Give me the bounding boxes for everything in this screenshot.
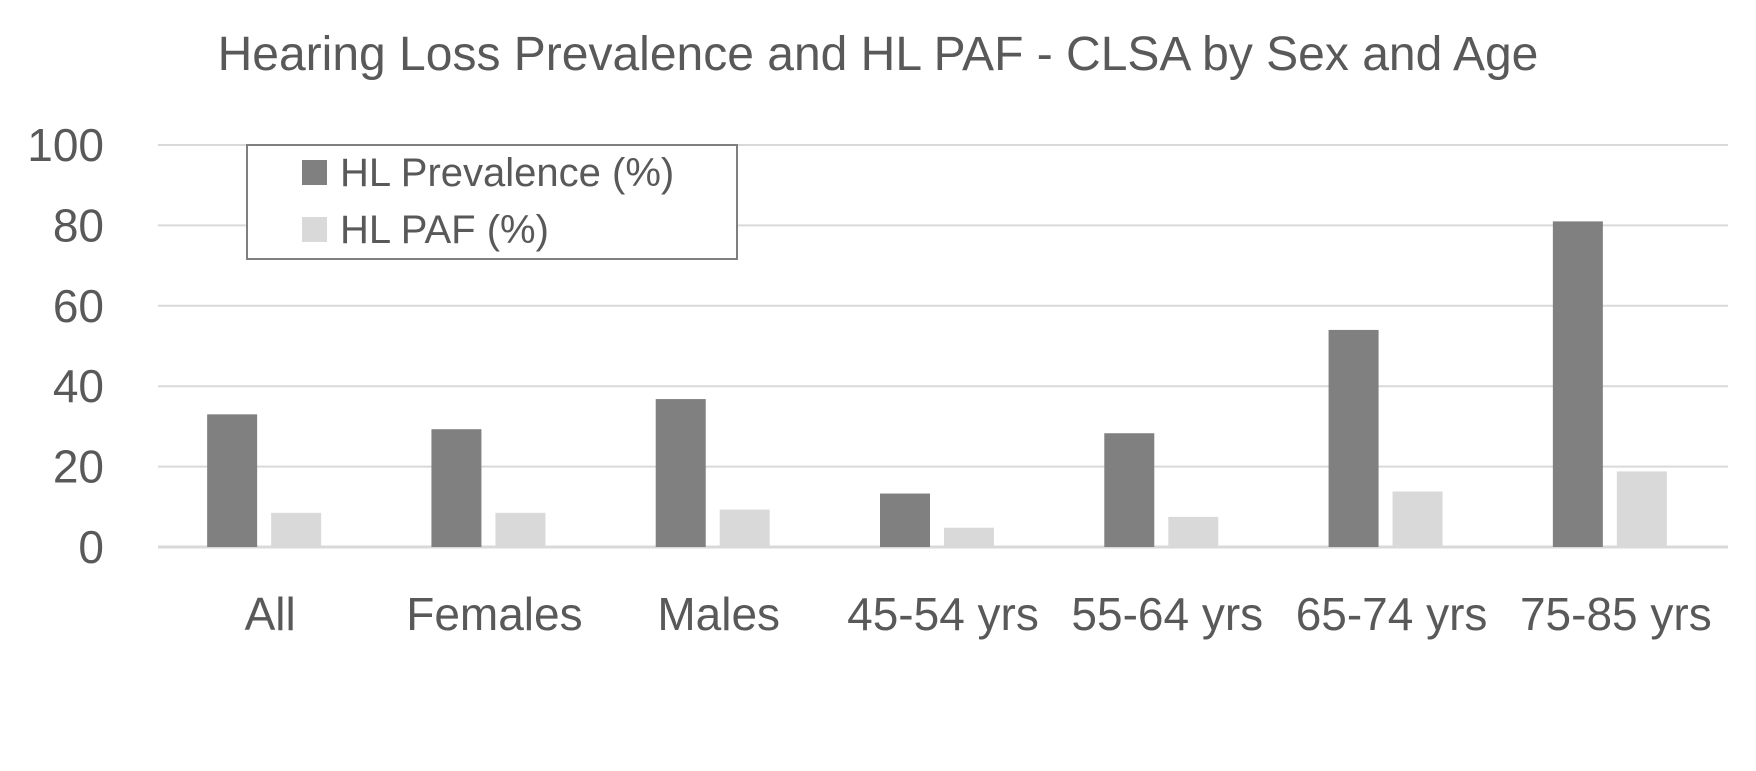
bar-hl-paf-3 <box>944 527 994 547</box>
legend-swatch-hl-prevalence <box>302 160 327 185</box>
bar-hl-paf-1 <box>495 512 546 547</box>
x-category-label: 75-85 yrs <box>1520 588 1712 640</box>
x-axis-categories: All Females Males 45-54 yrs 55-64 yrs 65-74 y… <box>245 588 1712 640</box>
bar-hl-prevalence-1 <box>431 429 482 547</box>
chart-title: Hearing Loss Prevalence and HL PAF - CLS… <box>218 28 1539 81</box>
x-category-label: Females <box>406 588 582 640</box>
bar-hl-paf-0 <box>271 512 322 547</box>
bar-hl-paf-4 <box>1168 516 1219 547</box>
x-category-label: All <box>245 588 296 640</box>
bar-hl-prevalence-0 <box>207 414 258 547</box>
legend-label-hl-prevalence: HL Prevalence (%) <box>340 151 674 195</box>
y-tick-label: 0 <box>78 521 104 573</box>
bar-hl-prevalence-2 <box>655 399 706 547</box>
y-axis-ticks: 0 20 40 60 80 100 <box>27 119 104 573</box>
bar-hl-paf-6 <box>1616 471 1667 547</box>
bar-hl-paf-2 <box>719 509 770 547</box>
y-tick-label: 100 <box>27 119 104 171</box>
legend-label-hl-paf: HL PAF (%) <box>340 208 549 252</box>
bars <box>207 221 1667 547</box>
x-category-label: 55-64 yrs <box>1071 588 1263 640</box>
legend-swatch-hl-paf <box>302 217 327 242</box>
y-tick-label: 40 <box>53 360 104 412</box>
bar-hl-paf-5 <box>1392 491 1443 547</box>
legend: HL Prevalence (%) HL PAF (%) <box>246 144 738 260</box>
y-tick-label: 60 <box>53 280 104 332</box>
x-category-label: 65-74 yrs <box>1296 588 1488 640</box>
bar-hl-prevalence-4 <box>1104 433 1155 547</box>
bar-hl-prevalence-5 <box>1328 329 1379 547</box>
y-tick-label: 20 <box>53 441 104 493</box>
y-tick-label: 80 <box>53 199 104 251</box>
x-category-label: 45-54 yrs <box>847 588 1039 640</box>
bar-hl-prevalence-3 <box>880 493 930 547</box>
bar-hl-prevalence-6 <box>1552 221 1603 547</box>
legend-box <box>246 144 738 260</box>
x-category-label: Males <box>657 588 780 640</box>
